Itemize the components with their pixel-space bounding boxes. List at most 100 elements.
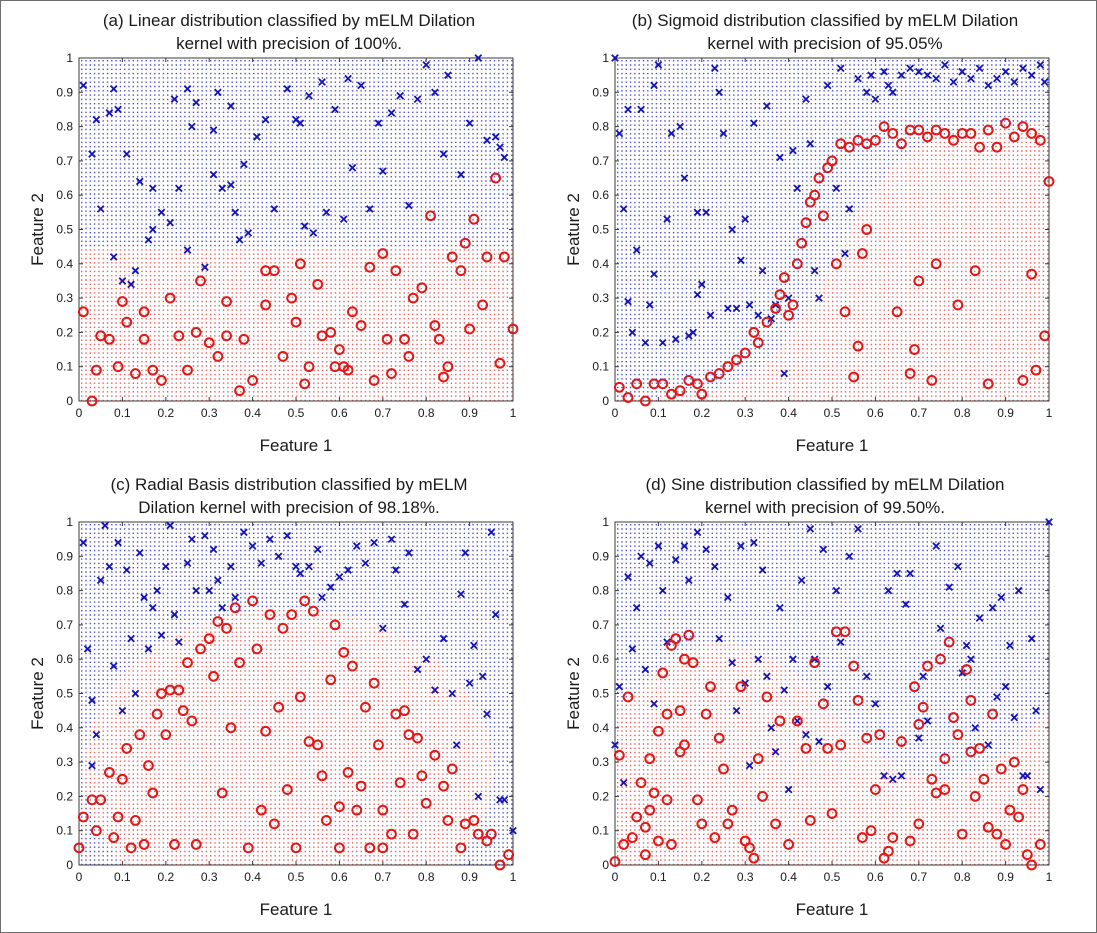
y-tick-label: 1 [602,515,609,529]
data-point-x [780,369,789,378]
x-tick-label: 0.4 [244,406,261,420]
data-point-x [810,266,819,275]
data-point-x [296,119,305,128]
data-point-o [639,395,651,407]
series-x-markers [79,54,509,289]
data-point-o [683,375,695,386]
data-point-o [696,818,708,830]
data-point-x [776,603,784,612]
data-point-x [122,150,131,158]
data-point-x [750,538,758,547]
x-tick-label: 1 [1046,406,1053,420]
data-point-o [190,839,202,850]
data-point-o [722,361,734,373]
data-point-o [896,736,907,747]
data-point-x [153,586,161,595]
data-point-x [209,126,218,134]
data-point-x [313,545,322,554]
data-point-o [952,299,964,311]
data-point-x [118,277,127,285]
y-tick-label: 0 [66,394,73,408]
data-point-x [253,133,261,141]
data-point-x [954,562,962,571]
data-point-x [318,78,326,86]
data-point-x [500,153,509,162]
data-point-o [138,839,150,850]
data-point-o [290,316,302,328]
data-point-x [431,686,439,694]
data-point-o [800,742,812,754]
data-point-o [277,622,289,634]
data-point-o [939,128,951,139]
x-tick-label: 0.9 [461,406,478,420]
data-point-x [174,184,183,193]
data-point-x [214,88,222,97]
data-point-o [334,344,345,355]
data-point-o [412,732,423,744]
data-point-o [770,818,781,830]
data-point-o [399,333,410,345]
data-point-x [611,741,619,749]
data-point-o [143,760,154,771]
data-point-x [1036,61,1045,69]
data-point-x [96,205,105,213]
data-point-o [290,842,302,854]
x-axis-label: Feature 1 [260,900,333,919]
data-point-x [914,734,923,742]
data-point-x [936,624,945,633]
data-point-o [325,327,337,338]
data-point-o [878,121,890,132]
data-point-x [305,91,313,100]
data-point-x [422,61,431,69]
chart-title-line: kernel with precision of 99.50%. [705,498,945,517]
data-point-o [887,832,899,843]
data-point-o [117,773,128,785]
data-point-o [852,134,864,146]
data-point-x [624,105,632,114]
data-point-o [644,753,656,765]
data-point-o [839,306,851,318]
chart-panel-a: (a) Linear distribution classified by mE… [28,11,519,455]
data-point-o [316,330,328,342]
data-point-x [754,311,763,320]
y-tick-label: 0.1 [56,360,73,374]
data-point-o [334,801,345,813]
data-point-o [674,385,686,397]
data-point-o [887,128,899,139]
data-point-x [209,170,218,179]
data-point-o [485,828,497,840]
data-point-o [86,395,98,407]
data-point-o [848,371,860,383]
data-point-o [982,378,994,390]
data-point-x [689,328,697,337]
data-point-o [221,622,232,634]
data-point-x [806,525,815,533]
data-point-o [138,306,150,318]
data-point-o [974,742,985,754]
data-point-x [663,215,671,224]
data-point-x [170,610,179,619]
data-point-x [1045,518,1053,526]
x-tick-label: 0.3 [737,870,754,884]
data-point-o [147,364,159,376]
data-point-o [481,251,493,263]
data-point-o [774,289,786,301]
data-point-o [909,344,920,355]
data-point-o [804,815,816,826]
data-point-o [752,753,764,765]
data-point-x [96,576,105,585]
data-point-o [425,210,436,222]
y-tick-label: 0.8 [592,584,609,598]
data-point-o [748,852,760,864]
data-point-o [459,818,471,830]
data-point-o [273,701,285,713]
data-point-o [407,292,419,304]
data-point-o [355,780,367,792]
data-point-x [741,215,750,224]
data-point-o [965,128,977,139]
data-point-x [854,74,862,83]
data-point-o [390,265,402,277]
data-point-x [474,54,483,62]
data-point-x [274,552,283,561]
data-point-x [975,64,984,73]
